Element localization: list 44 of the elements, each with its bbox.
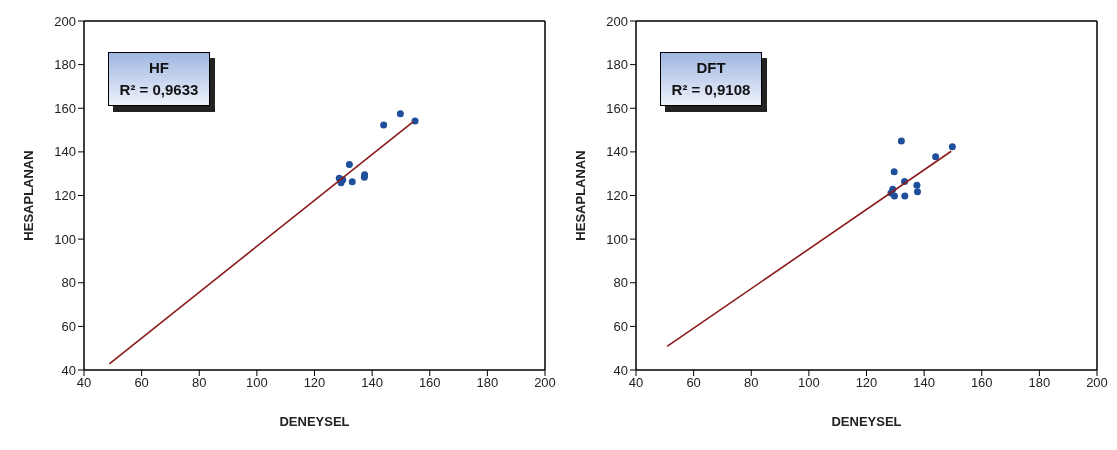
x-tick-label: 200 [1086,375,1108,391]
x-tick-label: 80 [744,375,759,391]
y-tick-label: 100 [54,231,76,247]
x-tick-label: 200 [534,375,556,391]
y-tick-label: 120 [54,188,76,204]
x-tick-label: 60 [686,375,701,391]
x-tick-label: 180 [476,375,499,391]
y-axis-title: HESAPLANAN [572,150,588,241]
x-tick-label: 160 [970,375,993,391]
annotation: R² = 0,9633 [118,80,200,100]
x-tick-label: 100 [246,375,268,391]
annotation: DFT [695,58,727,78]
x-tick-label: 80 [192,375,207,391]
x-tick-label: 140 [913,375,935,391]
y-tick-label: 40 [613,362,628,378]
x-tick-label: 120 [303,375,326,391]
x-tick-label: 40 [628,375,644,391]
y-tick-label: 100 [606,231,628,247]
x-axis-title: DENEYSEL [279,414,350,429]
y-axis-title: HESAPLANAN [20,150,36,241]
x-tick-label: 60 [134,375,149,391]
y-tick-label: 40 [61,362,76,378]
x-tick-label: 160 [418,375,441,391]
y-tick-label: 200 [606,13,628,29]
x-tick-label: 180 [1028,375,1051,391]
y-tick-label: 80 [61,275,76,291]
y-tick-label: 160 [54,100,76,116]
y-tick-label: 200 [54,13,76,29]
annotation: R² = 0,9108 [670,80,752,100]
y-tick-label: 60 [61,318,76,334]
y-tick-label: 60 [613,318,628,334]
x-tick-label: 120 [855,375,878,391]
x-tick-label: 140 [361,375,383,391]
y-tick-label: 120 [606,188,628,204]
annotation: HF [148,58,170,78]
y-tick-label: 140 [606,144,628,160]
x-tick-label: 100 [798,375,820,391]
y-tick-label: 180 [54,57,76,73]
y-tick-label: 180 [606,57,628,73]
y-tick-label: 80 [613,275,628,291]
x-tick-label: 40 [76,375,92,391]
y-tick-label: 160 [606,100,628,116]
y-tick-label: 140 [54,144,76,160]
x-axis-title: DENEYSEL [831,414,902,429]
